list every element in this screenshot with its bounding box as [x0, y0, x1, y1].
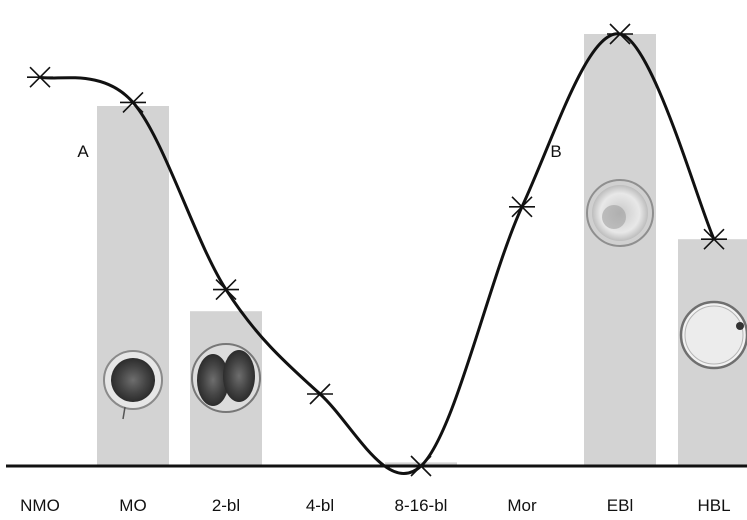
x-tick-label-mor: Mor	[507, 496, 537, 515]
bar-ebl	[584, 34, 656, 466]
embryo-image-hbl	[679, 300, 747, 370]
annotation-a: A	[77, 142, 89, 161]
x-tick-label-2-bl: 2-bl	[212, 496, 240, 515]
x-tick-label-hbl: HBL	[697, 496, 730, 515]
x-tick-label-nmo: NMO	[20, 496, 60, 515]
embryo-image-ebl	[586, 179, 654, 247]
point-mor	[509, 196, 535, 218]
x-tick-label-mo: MO	[119, 496, 146, 515]
point-4-bl	[307, 383, 333, 405]
point-2-bl	[213, 279, 239, 301]
annotation-b: B	[550, 142, 561, 161]
point-nmo	[27, 66, 53, 88]
point-hbl	[701, 228, 727, 250]
embryo-images	[103, 179, 747, 420]
embryo-image-2-bl	[191, 343, 261, 413]
point-mo	[120, 91, 146, 113]
x-tick-label-ebl: EBl	[607, 496, 633, 515]
x-tick-label-4-bl: 4-bl	[306, 496, 334, 515]
bar-mo	[97, 106, 169, 466]
embryo-image-mo	[103, 350, 163, 420]
x-tick-label-8-16-bl: 8-16-bl	[395, 496, 448, 515]
point-ebl	[607, 23, 633, 45]
